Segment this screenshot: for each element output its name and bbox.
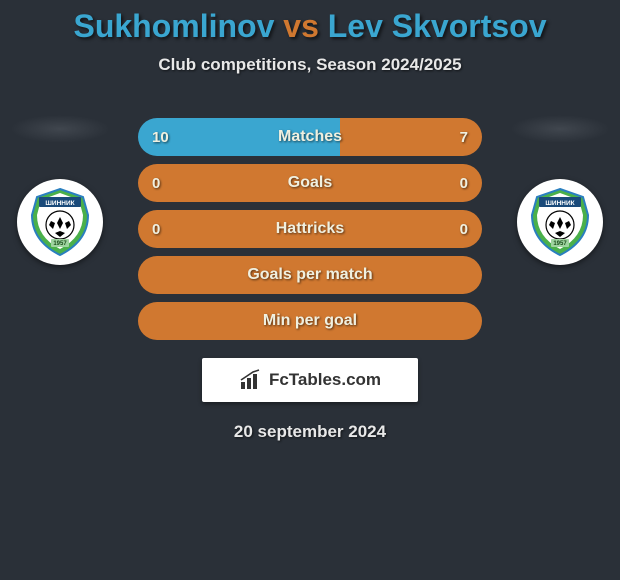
- stats-card: Sukhomlinov vs Lev Skvortsov Club compet…: [0, 0, 620, 580]
- bar-label: Goals: [288, 174, 332, 192]
- stat-bar-hattricks: 0 Hattricks 0: [138, 210, 482, 248]
- svg-text:ШИННИК: ШИННИК: [45, 200, 74, 207]
- bar-value-left: 10: [152, 129, 169, 146]
- site-badge[interactable]: FcTables.com: [202, 358, 418, 402]
- club-logo-left: ШИННИК 1957: [17, 179, 103, 265]
- site-name: FcTables.com: [269, 370, 381, 390]
- page-title: Sukhomlinov vs Lev Skvortsov: [0, 0, 620, 45]
- subtitle: Club competitions, Season 2024/2025: [0, 55, 620, 75]
- svg-text:ШИННИК: ШИННИК: [545, 200, 574, 207]
- shadow-ellipse: [10, 115, 110, 143]
- bar-value-left: 0: [152, 175, 160, 192]
- player1-badge: ШИННИК 1957: [10, 115, 110, 285]
- bar-label: Goals per match: [247, 266, 372, 284]
- player2-badge: ШИННИК 1957: [510, 115, 610, 285]
- bar-label: Hattricks: [276, 220, 344, 238]
- bar-value-left: 0: [152, 221, 160, 238]
- bar-value-right: 0: [460, 175, 468, 192]
- stat-bar-min-per-goal: Min per goal: [138, 302, 482, 340]
- shinnik-logo-icon: ШИННИК 1957: [21, 183, 99, 261]
- shadow-ellipse: [510, 115, 610, 143]
- date-text: 20 september 2024: [0, 422, 620, 442]
- player1-name: Sukhomlinov: [73, 8, 274, 44]
- stat-bar-matches: 10 Matches 7: [138, 118, 482, 156]
- svg-text:1957: 1957: [53, 241, 67, 247]
- chart-icon: [239, 368, 263, 392]
- bar-fill-right: [310, 164, 482, 202]
- bar-label: Matches: [278, 128, 342, 146]
- player2-name: Lev Skvortsov: [328, 8, 547, 44]
- bar-fill-left: [138, 164, 310, 202]
- club-logo-right: ШИННИК 1957: [517, 179, 603, 265]
- shinnik-logo-icon: ШИННИК 1957: [521, 183, 599, 261]
- bar-label: Min per goal: [263, 312, 357, 330]
- stat-bar-goals: 0 Goals 0: [138, 164, 482, 202]
- stat-bar-goals-per-match: Goals per match: [138, 256, 482, 294]
- vs-text: vs: [283, 8, 319, 44]
- bar-value-right: 7: [460, 129, 468, 146]
- stat-bars: 10 Matches 7 0 Goals 0 0 Hattricks 0 Goals per ma…: [138, 118, 482, 348]
- svg-text:1957: 1957: [553, 241, 567, 247]
- bar-value-right: 0: [460, 221, 468, 238]
